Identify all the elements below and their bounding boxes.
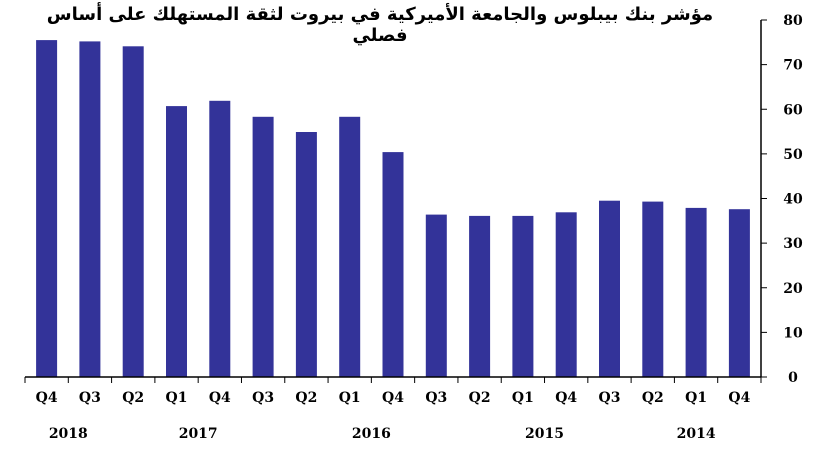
- year-label: 2017: [179, 426, 218, 442]
- year-label: 2015: [525, 426, 564, 442]
- year-label: 2014: [677, 426, 716, 442]
- x-tick-label: Q1: [339, 390, 361, 406]
- x-tick-label: Q4: [728, 390, 750, 406]
- bar: [79, 41, 101, 378]
- bar: [685, 207, 707, 377]
- bar: [425, 214, 447, 377]
- x-tick-label: Q4: [555, 390, 577, 406]
- y-tick-label: 30: [783, 236, 803, 252]
- bar: [252, 116, 274, 378]
- y-tick-label: 70: [783, 58, 803, 74]
- y-tick-label: 0: [788, 370, 798, 386]
- bar: [382, 152, 404, 377]
- x-tick-label: Q3: [252, 390, 274, 406]
- chart-title: مؤشر بنك بيبلوس والجامعة الأميركية في بي…: [46, 4, 714, 46]
- y-tick-label: 20: [783, 281, 803, 297]
- x-tick-label: Q2: [122, 390, 144, 406]
- x-tick-label: Q3: [425, 390, 447, 406]
- x-tick-label: Q1: [166, 390, 188, 406]
- y-tick-label: 10: [783, 325, 803, 341]
- x-tick-label: Q2: [469, 390, 491, 406]
- year-label: 2016: [352, 426, 391, 442]
- y-tick-label: 80: [783, 13, 803, 29]
- bar: [122, 46, 144, 378]
- bar: [599, 200, 620, 377]
- bar: [512, 215, 534, 377]
- bar: [339, 116, 361, 378]
- x-tick-label: Q2: [642, 390, 664, 406]
- x-tick-label: Q3: [599, 390, 621, 406]
- x-tick-label: Q2: [295, 390, 317, 406]
- bar: [642, 201, 664, 377]
- bar: [728, 209, 750, 377]
- y-tick-label: 60: [783, 102, 803, 118]
- bar: [469, 215, 491, 377]
- bar: [166, 106, 187, 377]
- bar: [36, 40, 58, 377]
- bar: [209, 100, 231, 378]
- bar: [555, 212, 577, 377]
- bar: [295, 132, 317, 377]
- x-tick-label: Q4: [36, 390, 58, 406]
- x-tick-label: Q1: [512, 390, 534, 406]
- y-tick-label: 50: [783, 147, 803, 163]
- x-tick-label: Q4: [382, 390, 404, 406]
- x-tick-label: Q3: [79, 390, 101, 406]
- x-tick-label: Q1: [685, 390, 707, 406]
- x-tick-label: Q4: [209, 390, 231, 406]
- year-label: 2018: [49, 426, 88, 442]
- y-tick-label: 40: [783, 192, 803, 208]
